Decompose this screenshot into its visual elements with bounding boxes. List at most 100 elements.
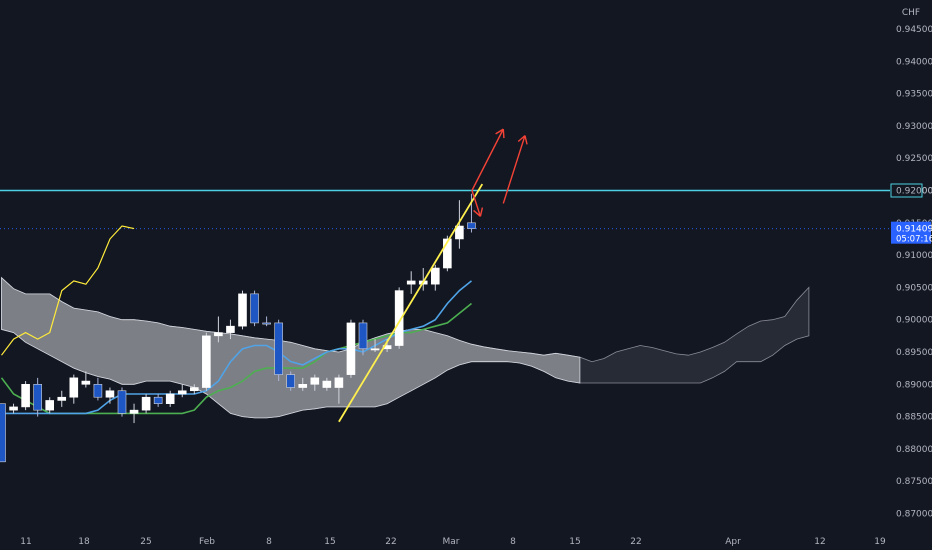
time-tick: 19 xyxy=(874,537,886,547)
candle-body xyxy=(322,380,332,388)
price-tick: 0.88500 xyxy=(896,413,932,423)
time-tick: Mar xyxy=(443,537,460,547)
time-tick: 12 xyxy=(814,537,825,547)
price-tick: 0.91000 xyxy=(896,251,932,261)
currency-label: CHF xyxy=(902,8,920,18)
candle-36[interactable] xyxy=(430,264,440,291)
price-axis[interactable]: 0.94500 0.94000 0.93500 0.93000 0.92500 0.920… xyxy=(890,25,932,520)
candle-4[interactable] xyxy=(45,397,55,414)
time-tick: Apr xyxy=(725,537,741,547)
candle-31[interactable] xyxy=(370,339,380,352)
level-badge-bg xyxy=(890,183,923,198)
candle-body xyxy=(117,390,127,414)
candle-0[interactable] xyxy=(0,403,6,463)
candle-body xyxy=(214,332,223,337)
candle-16[interactable] xyxy=(190,384,199,394)
candle-2[interactable] xyxy=(21,381,30,411)
candle-8[interactable] xyxy=(93,377,103,401)
candle-body xyxy=(153,396,163,404)
candle-body xyxy=(105,390,115,398)
candle-1[interactable] xyxy=(9,403,18,414)
candle-12[interactable] xyxy=(141,393,151,414)
bar-countdown: 05:07:16 xyxy=(896,235,932,245)
candle-11[interactable] xyxy=(129,403,139,424)
candle-3[interactable] xyxy=(33,377,42,417)
candle-21[interactable] xyxy=(250,290,259,327)
arrow-0[interactable] xyxy=(471,128,505,191)
candle-body xyxy=(33,383,42,411)
chikou-span xyxy=(1,225,135,356)
candle-body xyxy=(310,377,320,385)
candle-body xyxy=(430,267,440,285)
candle-23[interactable] xyxy=(274,319,283,382)
candle-33[interactable] xyxy=(394,287,404,349)
candle-body xyxy=(9,406,18,411)
arrow-head xyxy=(479,207,484,217)
price-tick: 0.89500 xyxy=(896,348,932,358)
candle-body xyxy=(286,374,296,388)
candle-27[interactable] xyxy=(322,377,332,391)
time-tick: Feb xyxy=(199,537,215,547)
candle-34[interactable] xyxy=(406,271,416,294)
time-tick: 11 xyxy=(20,537,31,547)
candle-25[interactable] xyxy=(298,377,308,391)
plot-area[interactable] xyxy=(0,128,890,463)
tenkan-line xyxy=(1,280,473,415)
candle-17[interactable] xyxy=(202,332,211,391)
time-tick: 15 xyxy=(324,537,335,547)
candle-body xyxy=(21,383,30,408)
candle-body xyxy=(165,393,175,404)
time-tick: 18 xyxy=(78,537,90,547)
candle-19[interactable] xyxy=(226,319,235,340)
price-tick: 0.89000 xyxy=(896,380,932,390)
arrow-1[interactable] xyxy=(471,190,484,217)
candle-6[interactable] xyxy=(69,374,79,404)
current-badge-bg xyxy=(891,221,931,244)
arrow-shaft xyxy=(502,135,526,204)
candle-26[interactable] xyxy=(310,374,320,391)
candle-30[interactable] xyxy=(358,319,368,356)
candle-7[interactable] xyxy=(81,371,91,388)
candle-body xyxy=(334,377,344,388)
candle-15[interactable] xyxy=(177,384,187,398)
arrow-head xyxy=(473,209,481,217)
candle-18[interactable] xyxy=(214,316,223,343)
time-tick: 15 xyxy=(569,537,580,547)
price-tick: 0.94500 xyxy=(896,25,932,35)
candle-10[interactable] xyxy=(117,387,127,417)
candle-body xyxy=(190,387,199,392)
candle-39[interactable] xyxy=(467,193,476,233)
candle-body xyxy=(141,396,151,411)
price-tick: 0.93500 xyxy=(896,90,932,100)
ichimoku-cloud xyxy=(1,276,581,419)
candle-14[interactable] xyxy=(165,390,175,407)
candle-29[interactable] xyxy=(346,319,356,378)
time-tick: 8 xyxy=(266,537,272,547)
time-tick: 8 xyxy=(510,537,516,547)
arrow-2[interactable] xyxy=(502,135,528,204)
candle-body xyxy=(443,238,452,269)
candle-body xyxy=(370,348,380,351)
candle-5[interactable] xyxy=(57,390,67,407)
candle-body xyxy=(45,400,55,411)
price-tick: 0.88000 xyxy=(896,445,932,455)
candle-body xyxy=(274,322,283,375)
candle-38[interactable] xyxy=(455,200,464,249)
time-tick: 22 xyxy=(385,537,396,547)
candle-28[interactable] xyxy=(334,374,344,404)
arrow-shaft xyxy=(471,190,482,217)
candle-body xyxy=(455,225,464,240)
current-price-value: 0.91409 xyxy=(896,225,932,235)
time-axis[interactable]: 11 18 25 Feb 8 15 22 Mar 8 15 22 Apr 12 19 xyxy=(20,537,886,547)
trendline[interactable] xyxy=(338,183,484,423)
level-badge-text: 0.92000 xyxy=(896,187,932,197)
candle-22[interactable] xyxy=(262,316,271,327)
candle-20[interactable] xyxy=(238,290,247,330)
level-price-badge: 0.92000 xyxy=(890,183,932,198)
candle-body xyxy=(394,290,404,346)
candle-13[interactable] xyxy=(153,393,163,407)
candle-24[interactable] xyxy=(286,371,296,391)
candle-9[interactable] xyxy=(105,387,115,404)
